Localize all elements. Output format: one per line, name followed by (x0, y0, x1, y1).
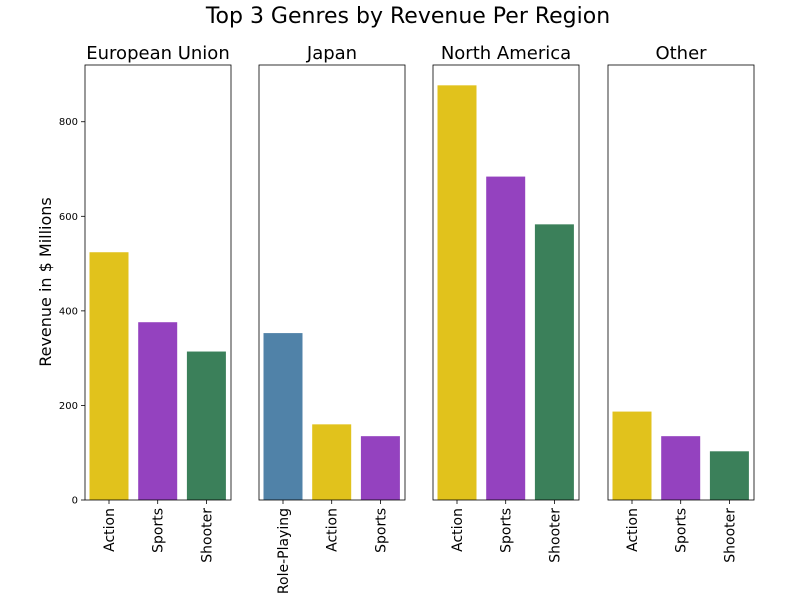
bar (612, 411, 652, 500)
panel-title: North America (441, 43, 571, 64)
panel-0: Action Sports Shooter European Union 0 200 400… (59, 43, 232, 563)
bar (437, 85, 477, 501)
chart-title: Top 3 Genres by Revenue Per Region (205, 4, 610, 29)
bar (534, 224, 574, 500)
bar (138, 322, 178, 500)
bar (709, 451, 749, 500)
panel-1: Role-Playing Action Sports Japan (258, 43, 406, 594)
panels: Action Sports Shooter European Union 0 200 400… (59, 43, 755, 594)
x-tick-label: Sports (373, 508, 389, 553)
y-tick-label: 600 (59, 212, 78, 223)
plot-frame (84, 64, 232, 501)
panel-2: Action Sports Shooter North America (432, 43, 580, 563)
y-tick-label: 200 (59, 401, 78, 412)
x-tick-label: Action (625, 508, 641, 552)
x-tick-label: Shooter (199, 508, 215, 563)
plot-frame (607, 64, 755, 501)
x-tick-label: Action (325, 508, 341, 552)
panel-title: Japan (306, 43, 357, 64)
y-tick-label: 400 (59, 306, 78, 317)
panel-title: European Union (86, 43, 229, 64)
bar (186, 351, 226, 500)
panel-3: Action Sports Shooter Other (607, 43, 755, 563)
bar (360, 436, 400, 500)
panel-title: Other (655, 43, 707, 64)
y-tick-label: 0 (72, 496, 78, 507)
bar (312, 424, 352, 500)
x-tick-label: Shooter (722, 508, 738, 563)
x-tick-label: Shooter (547, 508, 563, 563)
x-tick-label: Sports (674, 508, 690, 553)
bar (89, 252, 129, 500)
bar (661, 436, 701, 500)
y-tick-label: 800 (59, 117, 78, 128)
plot-frame (432, 64, 580, 501)
x-tick-label: Sports (151, 508, 167, 553)
y-axis-label: Revenue in $ Millions (36, 197, 55, 367)
x-tick-label: Sports (499, 508, 515, 553)
bar (486, 176, 526, 500)
x-tick-label: Action (450, 508, 466, 552)
x-tick-label: Role-Playing (276, 508, 292, 594)
plot-frame (258, 64, 406, 501)
bar (263, 333, 303, 500)
x-tick-label: Action (102, 508, 118, 552)
